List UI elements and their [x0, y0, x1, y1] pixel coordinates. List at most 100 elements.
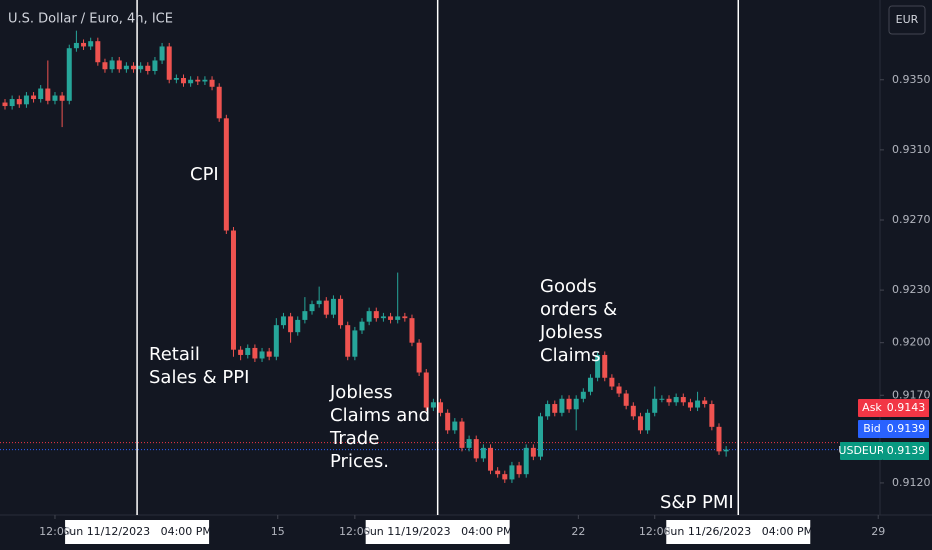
- candle-body: [630, 405, 636, 417]
- candle-body: [566, 398, 572, 410]
- candle-body: [445, 412, 451, 431]
- candle-body: [537, 416, 543, 457]
- symbol-title: U.S. Dollar / Euro, 4h, ICE: [8, 12, 173, 27]
- candle-body: [152, 60, 158, 71]
- candle-body: [687, 402, 693, 408]
- annotation: S&P PMI: [660, 492, 734, 513]
- candle-body: [166, 46, 172, 80]
- candle-body: [109, 60, 115, 70]
- candle-body: [230, 230, 236, 350]
- candle-body: [573, 398, 579, 410]
- marker-date-label: Sun 11/19/2023 04:00 PM: [363, 525, 513, 538]
- marker-date-label: Sun 11/12/2023 04:00 PM: [62, 525, 212, 538]
- candle-body: [352, 330, 358, 357]
- price-tag-name-box: [858, 399, 886, 417]
- y-tick-label: 0.9230: [892, 283, 931, 296]
- price-tag-value: 0.9143: [887, 401, 926, 414]
- currency-button[interactable]: [888, 5, 926, 35]
- candle-body: [95, 41, 101, 63]
- candle-body: [666, 398, 672, 403]
- candle-body: [423, 372, 429, 408]
- candle-body: [223, 118, 229, 231]
- price-tag-name: Ask: [862, 401, 882, 414]
- candle-body: [580, 391, 586, 399]
- annotation: Sales & PPI: [149, 367, 249, 388]
- annotation: Trade: [329, 428, 379, 449]
- candle-body: [480, 447, 486, 459]
- candle-body: [438, 402, 444, 413]
- candle-body: [238, 349, 244, 355]
- candle-body: [416, 342, 422, 373]
- price-tag-name: USDEUR: [838, 444, 885, 457]
- candle-body: [559, 398, 565, 413]
- candle-body: [652, 398, 658, 413]
- candle-body: [680, 397, 686, 403]
- candle-body: [209, 79, 215, 87]
- candle-body: [509, 465, 515, 480]
- candle-body: [145, 65, 151, 71]
- candle-body: [452, 421, 458, 431]
- annotation: Claims: [540, 345, 601, 366]
- candle-body: [159, 46, 165, 61]
- candle-body: [402, 316, 408, 319]
- candle-body: [273, 325, 279, 357]
- annotation: orders &: [540, 299, 617, 320]
- candle-body: [309, 304, 315, 312]
- candle-body: [202, 79, 208, 82]
- candle-body: [616, 386, 622, 394]
- candle-body: [216, 86, 222, 119]
- candle-body: [395, 316, 401, 320]
- price-tag-value-box: [883, 420, 929, 438]
- currency-label[interactable]: EUR: [896, 13, 919, 26]
- candle-body: [523, 447, 529, 475]
- candle-body: [131, 65, 137, 70]
- candle-body: [502, 474, 508, 480]
- candle-body: [138, 65, 144, 70]
- candle-body: [38, 88, 44, 100]
- candle-body: [530, 447, 536, 457]
- candle-body: [288, 316, 294, 333]
- candle-body: [16, 99, 22, 105]
- candle-body: [545, 404, 551, 417]
- candle-body: [116, 60, 122, 70]
- price-tag-name-box: [858, 420, 886, 438]
- y-tick-label: 0.9310: [892, 143, 931, 156]
- candle-body: [266, 351, 272, 357]
- price-tag-value-box: [883, 399, 929, 417]
- annotation: Claims and: [330, 405, 430, 426]
- candle-body: [245, 347, 251, 355]
- candle-body: [587, 377, 593, 392]
- candle-body: [31, 95, 37, 100]
- x-tick-label: 12:00: [639, 525, 671, 538]
- candle-body: [409, 318, 415, 343]
- x-tick-label: 12:00: [39, 525, 71, 538]
- candle-body: [252, 347, 258, 359]
- candle-body: [73, 42, 79, 49]
- annotation: Goods: [540, 276, 597, 297]
- marker-date-box: [65, 520, 210, 544]
- candle-body: [488, 447, 494, 471]
- candle-body: [188, 79, 194, 84]
- candle-body: [323, 300, 329, 315]
- annotation: Jobless: [539, 322, 603, 343]
- annotation: Prices.: [330, 451, 389, 472]
- candle-body: [280, 316, 286, 326]
- price-tag-value: 0.9139: [887, 422, 926, 435]
- candle-body: [180, 78, 186, 84]
- candle-body: [88, 41, 94, 47]
- plot-area: [0, 30, 880, 483]
- candle-body: [473, 439, 479, 459]
- candle-body: [466, 439, 472, 448]
- candle-body: [716, 426, 722, 452]
- candle-body: [302, 311, 308, 320]
- candle-body: [723, 449, 729, 452]
- candle-body: [102, 62, 108, 70]
- price-tag-value-box: [883, 442, 929, 460]
- candle-body: [259, 351, 265, 359]
- candle-body: [637, 416, 643, 431]
- candle-body: [459, 421, 465, 448]
- candle-body: [609, 377, 615, 387]
- candle-body: [45, 88, 51, 101]
- candle-body: [123, 65, 129, 70]
